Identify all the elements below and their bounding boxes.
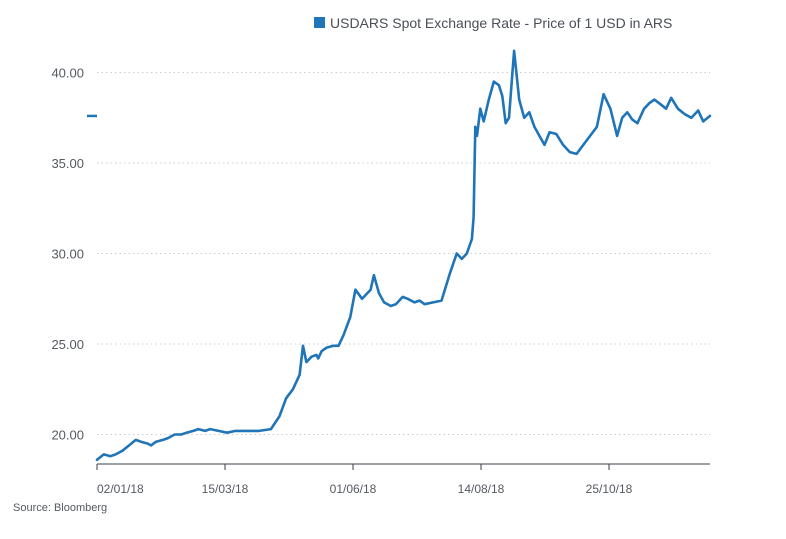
x-tick-label: 15/03/18 bbox=[202, 482, 249, 496]
legend-label: USDARS Spot Exchange Rate - Price of 1 U… bbox=[330, 15, 672, 31]
y-axis-tick-labels: 20.00 25.00 30.00 35.00 40.00 bbox=[51, 66, 84, 443]
series-line-usdars bbox=[95, 49, 712, 462]
y-tick-label: 40.00 bbox=[51, 66, 84, 81]
gridlines bbox=[97, 72, 710, 435]
y-tick-label: 20.00 bbox=[51, 428, 84, 443]
x-tick-label: 25/10/18 bbox=[586, 482, 633, 496]
y-tick-label: 35.00 bbox=[51, 156, 84, 171]
legend-swatch bbox=[314, 17, 325, 28]
x-tick-label: 01/06/18 bbox=[330, 482, 377, 496]
x-tick-label: 02/01/18 bbox=[97, 482, 144, 496]
x-tick-label: 14/08/18 bbox=[458, 482, 505, 496]
source-note: Source: Bloomberg bbox=[13, 502, 107, 514]
y-tick-label: 30.00 bbox=[51, 247, 84, 262]
x-axis-tick-labels: 02/01/18 15/03/18 01/06/18 14/08/18 25/10/18 bbox=[97, 482, 633, 496]
x-axis bbox=[96, 463, 710, 470]
y-tick-label: 25.00 bbox=[51, 337, 84, 352]
legend: USDARS Spot Exchange Rate - Price of 1 U… bbox=[314, 15, 672, 31]
